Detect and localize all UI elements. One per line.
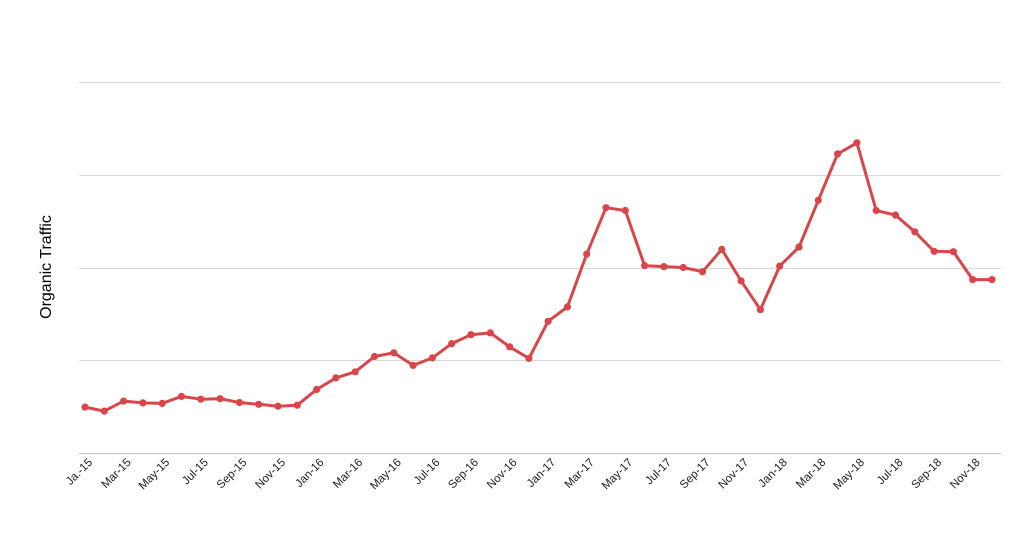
- data-point: [448, 340, 456, 348]
- data-point: [718, 245, 726, 253]
- data-point: [274, 402, 282, 410]
- data-point: [641, 262, 649, 270]
- x-tick-label: Jan-16: [293, 457, 326, 490]
- x-tick-label: Sep-17: [678, 457, 713, 492]
- x-tick-label: May-17: [600, 457, 636, 493]
- data-point: [679, 263, 687, 272]
- x-tick-label: Jan-17: [525, 457, 558, 490]
- series-layer: [81, 139, 996, 415]
- data-point: [351, 368, 359, 376]
- x-tick-label: Sep-15: [215, 457, 250, 492]
- data-point: [930, 247, 938, 255]
- data-point: [756, 306, 765, 314]
- data-point: [120, 397, 128, 405]
- data-point: [100, 407, 108, 415]
- x-tick-label: Nov-18: [948, 457, 983, 492]
- x-tick-label: May-18: [831, 457, 867, 493]
- data-point: [814, 196, 822, 204]
- x-tick-label: Jul-15: [180, 457, 211, 488]
- data-point: [698, 268, 707, 276]
- x-tick-label: Sep-16: [446, 457, 481, 492]
- x-tick-label: Nov-15: [253, 457, 288, 492]
- data-point: [737, 277, 745, 285]
- data-point: [602, 204, 610, 212]
- gridlines: [79, 82, 1001, 454]
- series-line: [83, 141, 994, 413]
- x-tick-label: Nov-16: [485, 457, 520, 492]
- x-tick-label: May-16: [368, 457, 404, 493]
- data-point: [486, 329, 494, 337]
- x-tick-label: Ja.-15: [64, 457, 95, 488]
- data-point: [332, 374, 340, 382]
- x-tick-label: Sep-18: [910, 457, 945, 492]
- data-point: [834, 150, 842, 158]
- x-tick-label: Jul-16: [412, 457, 443, 488]
- data-point: [428, 354, 436, 362]
- data-point: [525, 354, 533, 362]
- data-point: [563, 303, 572, 311]
- data-point: [177, 392, 186, 400]
- data-point: [988, 276, 996, 284]
- data-point: [660, 263, 668, 271]
- x-tick-label: Jul-17: [643, 457, 674, 488]
- data-point: [621, 206, 629, 215]
- data-point: [891, 211, 900, 219]
- data-point: [544, 317, 552, 325]
- data-point: [197, 395, 205, 403]
- x-tick-label: May-15: [137, 457, 173, 493]
- x-tick-label: Mar-18: [794, 457, 828, 491]
- data-point: [911, 228, 919, 236]
- data-point: [949, 248, 958, 256]
- data-point: [370, 352, 379, 361]
- data-point: [235, 398, 243, 407]
- x-tick-label: Nov-17: [717, 457, 752, 492]
- x-tick-label: Jan-18: [756, 457, 789, 490]
- x-axis-tick-labels: Ja.-15 Mar-15 May-15 Jul-15 Sep-15 Nov-15 Jan-…: [64, 457, 983, 493]
- data-point: [409, 361, 417, 369]
- data-point: [81, 403, 89, 411]
- data-point: [158, 399, 166, 407]
- x-tick-label: Mar-15: [99, 457, 133, 491]
- data-point: [776, 262, 784, 270]
- data-point: [313, 385, 321, 394]
- data-point: [293, 401, 301, 409]
- x-tick-label: Mar-16: [331, 457, 365, 491]
- x-tick-label: Jul-18: [875, 457, 906, 488]
- data-point: [255, 400, 263, 408]
- data-point: [583, 250, 591, 258]
- data-point: [390, 349, 398, 357]
- data-point: [795, 243, 803, 251]
- data-point: [872, 206, 880, 215]
- y-axis-title: Organic Traffic: [38, 215, 55, 319]
- data-point: [506, 343, 514, 351]
- data-point: [969, 276, 977, 284]
- data-point: [467, 331, 475, 339]
- data-point: [216, 395, 224, 403]
- x-tick-label: Mar-17: [563, 457, 597, 491]
- data-point: [139, 399, 147, 407]
- data-point: [853, 139, 861, 147]
